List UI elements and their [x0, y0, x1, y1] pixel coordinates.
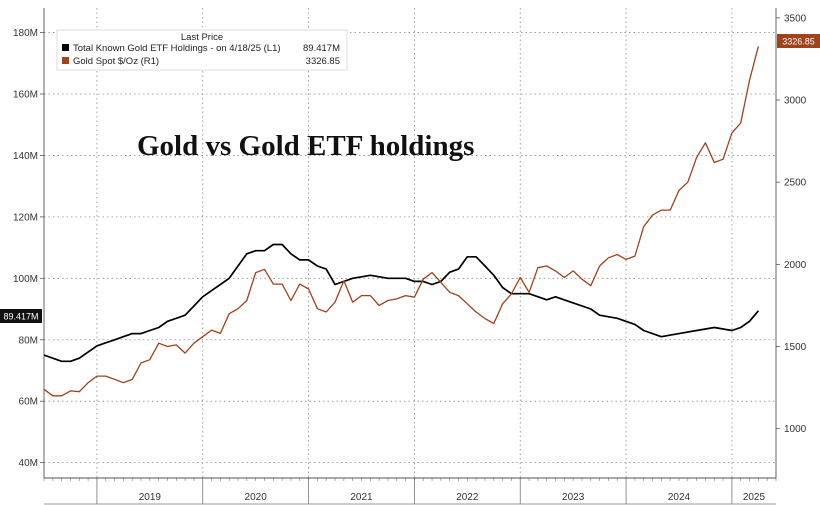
- legend-value-etf: 89.417M: [303, 43, 340, 54]
- left-axis-tick-label: 100M: [13, 274, 38, 285]
- x-axis-year-label: 2019: [139, 492, 162, 503]
- last-value-tag-right-box: [777, 34, 820, 48]
- left-axis-tick-label: 180M: [13, 28, 38, 39]
- gold-spot-line: [43, 46, 760, 397]
- etf-holdings-line: [43, 243, 760, 363]
- legend-label-gold: Gold Spot $/Oz (R1): [73, 56, 159, 67]
- last-value-tag-right: 3326.85: [777, 34, 820, 48]
- legend-box: [56, 29, 348, 71]
- chart-title: Gold vs Gold ETF holdings: [137, 130, 474, 162]
- left-axis-tick-label: 80M: [19, 335, 38, 346]
- legend-swatch-gold: [62, 57, 69, 64]
- left-axis-tick-label: 60M: [19, 397, 38, 408]
- last-value-tag-left: 89.417M: [0, 309, 42, 323]
- right-axis-tick-label: 1500: [784, 342, 807, 353]
- legend-swatch-etf: [62, 44, 69, 51]
- gridlines: [44, 8, 776, 478]
- legend: Last Price Total Known Gold ETF Holdings…: [56, 29, 348, 71]
- left-axis-tick-label: 120M: [13, 212, 38, 223]
- x-axis-year-label: 2025: [743, 492, 766, 503]
- left-axis-tick-label: 160M: [13, 90, 38, 101]
- axes: 40M 60M 80M 100M 120M 140M 160M 180M 1000 1500 200…: [13, 8, 807, 505]
- right-axis-tick-label: 3000: [784, 96, 807, 107]
- right-axis-tick-label: 2000: [784, 260, 807, 271]
- series-lines: [43, 46, 760, 397]
- x-axis-year-label: 2022: [456, 492, 479, 503]
- last-value-tag-left-text: 89.417M: [3, 312, 38, 322]
- x-axis-year-label: 2023: [562, 492, 585, 503]
- x-axis-year-label: 2024: [668, 492, 691, 503]
- last-value-tag-left-box: [0, 309, 42, 323]
- legend-header: Last Price: [181, 32, 223, 43]
- last-value-tag-right-text: 3326.85: [782, 37, 815, 47]
- x-axis-year-label: 2021: [350, 492, 373, 503]
- right-axis-tick-label: 2500: [784, 178, 807, 189]
- x-axis-year-label: 2020: [245, 492, 268, 503]
- left-axis-tick-label: 140M: [13, 151, 38, 162]
- legend-label-etf: Total Known Gold ETF Holdings - on 4/18/…: [73, 43, 281, 54]
- legend-value-gold: 3326.85: [306, 56, 340, 67]
- right-axis-tick-label: 3500: [784, 13, 807, 24]
- left-axis-tick-label: 40M: [19, 458, 38, 469]
- right-axis-tick-label: 1000: [784, 424, 807, 435]
